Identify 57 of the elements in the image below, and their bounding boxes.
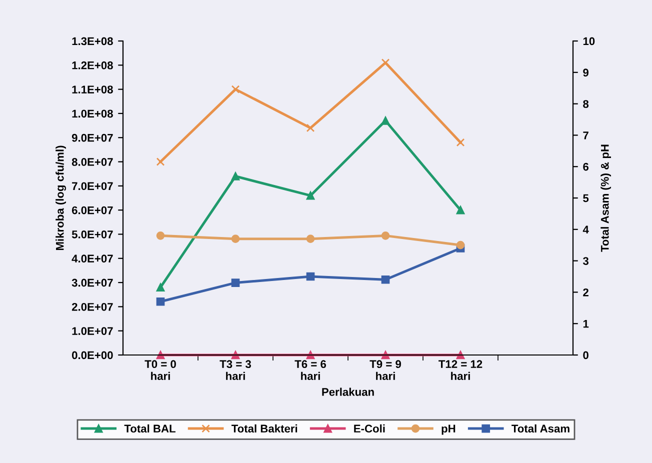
- x-tick-label: T6 = 6 hari: [294, 360, 326, 380]
- y-tick-label: 3.0E+07: [72, 278, 113, 287]
- y-tick-label: 6.0E+07: [72, 206, 113, 214]
- y2-tick-label: 7: [583, 132, 588, 140]
- y2-tick-label: 6: [583, 162, 588, 171]
- legend-label: E-Coli: [354, 424, 385, 433]
- y2-tick-label: 1: [583, 320, 589, 328]
- y-tick-label: 1.2E+08: [72, 61, 113, 70]
- point: [456, 138, 465, 147]
- y2-tick-label: 0: [583, 351, 588, 360]
- point: [231, 85, 240, 94]
- y2-tick-label: 4: [582, 226, 589, 234]
- y-tick-label: 1.0E+07: [72, 327, 113, 335]
- point: [306, 272, 315, 281]
- y2-tick-label: 9: [583, 68, 588, 77]
- y-tick-label: 1.0E+08: [72, 110, 113, 118]
- point: [306, 124, 315, 132]
- x-tick-label: T12 = 12 hari: [438, 360, 482, 380]
- point: [306, 234, 315, 243]
- point: [456, 206, 465, 214]
- point: [381, 116, 390, 125]
- y-tick-label: 5.0E+07: [72, 230, 113, 238]
- point: [381, 275, 390, 284]
- y-tick-label: 8.0E+07: [72, 158, 113, 166]
- y2-tick-label: 3: [582, 257, 588, 265]
- legend-label: Total Asam: [512, 424, 570, 433]
- point: [156, 297, 165, 306]
- y-tick-label: 2.0E+07: [72, 302, 113, 311]
- y-tick-label: 7.0E+07: [72, 182, 113, 190]
- point: [381, 58, 390, 67]
- x-tick-label: T3 = 3 hari: [220, 360, 252, 380]
- point: [156, 158, 165, 166]
- point: [156, 283, 165, 292]
- y-tick-label: 9.0E+07: [72, 134, 113, 142]
- legend-label: pH: [442, 424, 456, 435]
- point: [231, 172, 240, 180]
- point: [231, 234, 240, 243]
- y-tick-label: 0.0E+00: [72, 351, 113, 360]
- y-tick-label: 1.1E+08: [72, 86, 113, 94]
- y-axis-title: Mikroba (log cfu/ml): [56, 146, 66, 250]
- legend-label: Total BAL: [124, 424, 176, 433]
- y-tick-label: 1.3E+08: [72, 37, 113, 46]
- y-tick-label: 4.0E+07: [72, 254, 113, 263]
- x-tick-label: T0 = 0 hari: [144, 360, 176, 380]
- point: [456, 240, 465, 250]
- point: [306, 191, 315, 200]
- point: [231, 278, 240, 287]
- y2-axis-title: Total Asam (%) & pH: [600, 144, 611, 252]
- point: [156, 232, 165, 240]
- x-tick-label: T9 = 9 hari: [370, 360, 401, 380]
- y2-tick-label: 8: [583, 100, 589, 108]
- y2-tick-label: 10: [583, 37, 595, 46]
- x-axis-title: Perlakuan: [322, 388, 374, 396]
- point: [381, 232, 390, 240]
- y2-tick-label: 2: [583, 288, 588, 296]
- legend-label: Total Bakteri: [231, 424, 298, 433]
- y2-tick-label: 5: [583, 194, 589, 202]
